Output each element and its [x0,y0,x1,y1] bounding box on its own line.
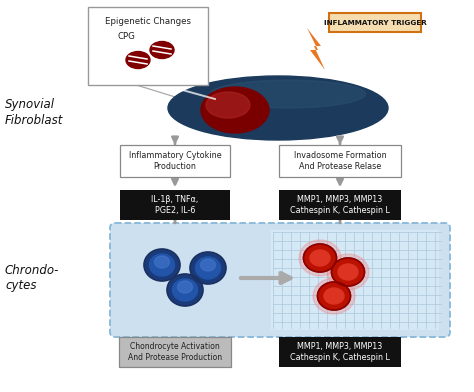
FancyBboxPatch shape [329,13,421,32]
Text: Epigenetic Changes: Epigenetic Changes [105,17,191,26]
FancyBboxPatch shape [120,145,230,177]
FancyBboxPatch shape [119,337,231,367]
Text: INFLAMMATORY TRIGGER: INFLAMMATORY TRIGGER [324,20,427,25]
Ellipse shape [201,259,216,271]
Polygon shape [307,28,325,70]
FancyBboxPatch shape [279,145,401,177]
Ellipse shape [126,51,150,69]
Ellipse shape [303,244,337,272]
Text: Inflammatory Cytokine
Production: Inflammatory Cytokine Production [128,151,221,171]
Ellipse shape [177,281,192,293]
FancyBboxPatch shape [110,223,450,337]
Ellipse shape [195,257,220,279]
Ellipse shape [206,92,250,118]
Ellipse shape [190,252,226,284]
Text: CPG: CPG [117,32,135,41]
Ellipse shape [210,80,365,108]
FancyBboxPatch shape [272,230,439,330]
Ellipse shape [331,258,365,286]
FancyBboxPatch shape [120,190,230,220]
Ellipse shape [150,42,174,58]
FancyBboxPatch shape [279,190,401,220]
Ellipse shape [338,264,358,280]
Ellipse shape [313,278,355,314]
Text: IL-1β, TNFα,
PGE2, IL-6: IL-1β, TNFα, PGE2, IL-6 [151,195,199,215]
Ellipse shape [149,254,174,276]
Ellipse shape [299,240,341,276]
Text: MMP1, MMP3, MMP13
Cathespin K, Cathespin L: MMP1, MMP3, MMP13 Cathespin K, Cathespin… [290,342,390,362]
Ellipse shape [201,87,269,133]
Ellipse shape [318,282,350,310]
Ellipse shape [310,250,330,266]
Ellipse shape [324,288,344,304]
Text: Synovial
Fibroblast: Synovial Fibroblast [5,98,64,127]
Ellipse shape [144,249,180,281]
Ellipse shape [155,256,170,268]
FancyBboxPatch shape [88,7,208,85]
FancyBboxPatch shape [279,337,401,367]
Text: MMP1, MMP3, MMP13
Cathespin K, Cathespin L: MMP1, MMP3, MMP13 Cathespin K, Cathespin… [290,195,390,215]
Ellipse shape [167,274,203,306]
Text: Chondrocyte Activation
And Protease Production: Chondrocyte Activation And Protease Prod… [128,342,222,362]
Ellipse shape [168,76,388,140]
Ellipse shape [327,254,369,290]
Text: Chrondo-
cytes: Chrondo- cytes [5,263,59,292]
Ellipse shape [173,279,198,301]
Text: Invadosome Formation
And Protease Relase: Invadosome Formation And Protease Relase [294,151,386,171]
